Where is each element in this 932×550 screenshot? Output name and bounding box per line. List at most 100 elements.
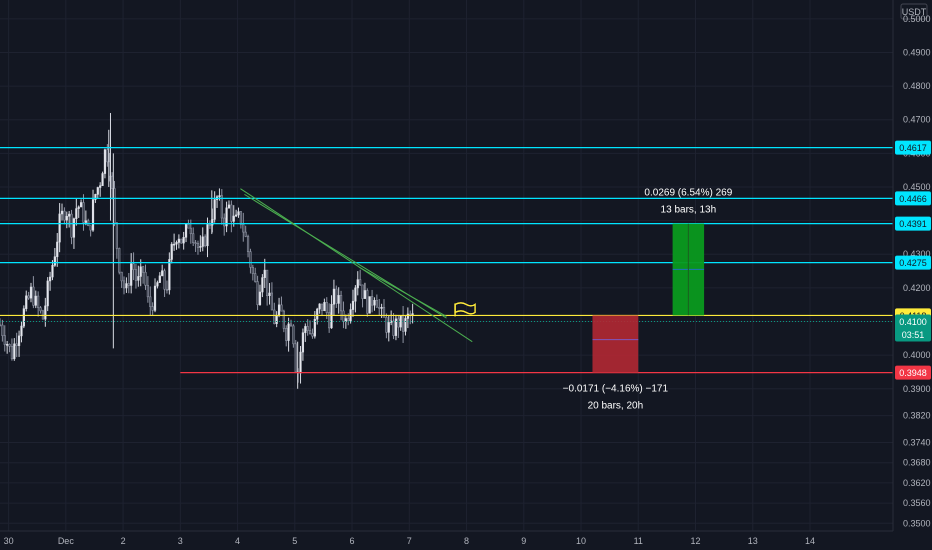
time-tick-label: 7 xyxy=(407,536,412,546)
candle-body xyxy=(332,288,336,305)
candle-body xyxy=(34,295,37,306)
flag-icon[interactable] xyxy=(454,302,476,317)
candle-body xyxy=(37,295,40,308)
candle-body xyxy=(53,256,56,266)
candle-body xyxy=(285,328,288,341)
candle-body xyxy=(103,149,107,174)
profit-stats-label: 0.0269 (6.54%) 269 xyxy=(644,188,732,199)
candle-body xyxy=(46,280,49,307)
candle-body xyxy=(70,213,73,238)
candle-body xyxy=(94,194,97,200)
bar-countdown: 03:51 xyxy=(902,330,925,340)
candle-body xyxy=(213,199,216,220)
price-level-tag-bg xyxy=(895,216,931,231)
candle-body xyxy=(306,326,309,331)
price-level-tag: 0.3948 xyxy=(899,368,927,378)
candle-body xyxy=(22,308,25,327)
time-tick-label: 12 xyxy=(691,536,701,546)
candle-body xyxy=(156,282,159,287)
candle-body xyxy=(318,303,321,310)
candle-body xyxy=(170,243,173,260)
time-tick-label: 8 xyxy=(464,536,469,546)
time-axis[interactable]: 30 Dec 2 3 4 5 6 7 8 9 10 11 12 13 14 xyxy=(0,530,932,550)
candle-body xyxy=(227,204,231,209)
candle-body xyxy=(63,210,66,221)
candle-body xyxy=(208,224,211,226)
candle-body xyxy=(361,284,364,299)
candle-body xyxy=(82,202,85,223)
time-tick-label: 3 xyxy=(178,536,183,546)
candle-body xyxy=(354,287,357,302)
candle-body xyxy=(311,333,314,337)
currency-badge[interactable] xyxy=(900,3,928,20)
candle-body xyxy=(308,330,312,334)
price-axis[interactable]: USDT0.50000.49000.48000.47000.46000.4500… xyxy=(892,0,932,550)
candle-body xyxy=(106,149,109,163)
candle-body xyxy=(380,307,383,309)
candle-body xyxy=(404,318,407,332)
candle-body xyxy=(251,267,254,274)
candle-body xyxy=(125,283,128,289)
price-level-tag-bg xyxy=(895,365,931,380)
time-tick-label: 10 xyxy=(576,536,586,546)
candle-body xyxy=(27,295,30,299)
candle-body xyxy=(115,222,118,249)
candle-body xyxy=(392,320,395,336)
time-tick-label: 14 xyxy=(805,536,815,546)
candle-body xyxy=(368,296,371,314)
candle-body xyxy=(220,195,223,219)
time-tick-label: 30 xyxy=(4,536,14,546)
candle-body xyxy=(68,213,71,217)
price-tick-label: 0.4500 xyxy=(903,182,931,192)
loss-stats-label: −0.0171 (−4.16%) −171 xyxy=(563,384,669,395)
candle-body xyxy=(270,292,274,311)
price-level-tag: 0.4617 xyxy=(899,143,927,153)
candle-body xyxy=(89,225,92,231)
long-position-loss-zone[interactable] xyxy=(592,315,639,373)
profit-bars-label: 13 bars, 13h xyxy=(661,205,717,216)
candle-body xyxy=(44,305,47,320)
candle-body xyxy=(151,306,154,311)
candle-body xyxy=(60,210,64,215)
candle-body xyxy=(385,317,388,333)
candle-body xyxy=(266,269,269,296)
candle-body xyxy=(275,315,278,324)
price-tick-label: 0.3560 xyxy=(903,498,931,508)
price-tick-label: 0.4900 xyxy=(903,47,931,57)
time-tick-label: 13 xyxy=(748,536,758,546)
candle-body xyxy=(373,300,376,306)
price-level-tag: 0.4275 xyxy=(899,258,927,268)
candle-body xyxy=(139,266,142,277)
candle-body xyxy=(15,343,18,347)
candle-body xyxy=(359,279,362,286)
candle-body xyxy=(263,269,266,278)
candle-body xyxy=(180,238,183,244)
axis-corner xyxy=(893,531,932,550)
candle-body xyxy=(218,195,221,198)
price-level-tag: 0.4466 xyxy=(899,194,927,204)
price-tick-label: 0.3500 xyxy=(903,518,931,528)
price-level-tag-bg xyxy=(895,140,931,155)
candle-body xyxy=(201,236,204,247)
trendline[interactable] xyxy=(240,188,473,343)
candle-body xyxy=(120,271,123,282)
price-tick-label: 0.4000 xyxy=(903,350,931,360)
candle-body xyxy=(77,206,80,209)
loss-bars-label: 20 bars, 20h xyxy=(588,401,644,412)
candle-body xyxy=(323,302,326,312)
candle-body xyxy=(72,218,76,238)
candle-body xyxy=(29,286,33,299)
candle-body xyxy=(237,211,240,216)
candle-body xyxy=(142,266,145,273)
candle-body xyxy=(406,313,409,319)
trendline[interactable] xyxy=(358,266,447,317)
candle-body xyxy=(149,296,152,307)
candle-body xyxy=(330,303,333,329)
price-tick-label: 0.4200 xyxy=(903,283,931,293)
candle-body xyxy=(342,310,345,322)
candle-body xyxy=(1,324,4,336)
candle-body xyxy=(261,277,264,293)
candle-body xyxy=(273,309,276,324)
candle-body xyxy=(320,303,324,312)
